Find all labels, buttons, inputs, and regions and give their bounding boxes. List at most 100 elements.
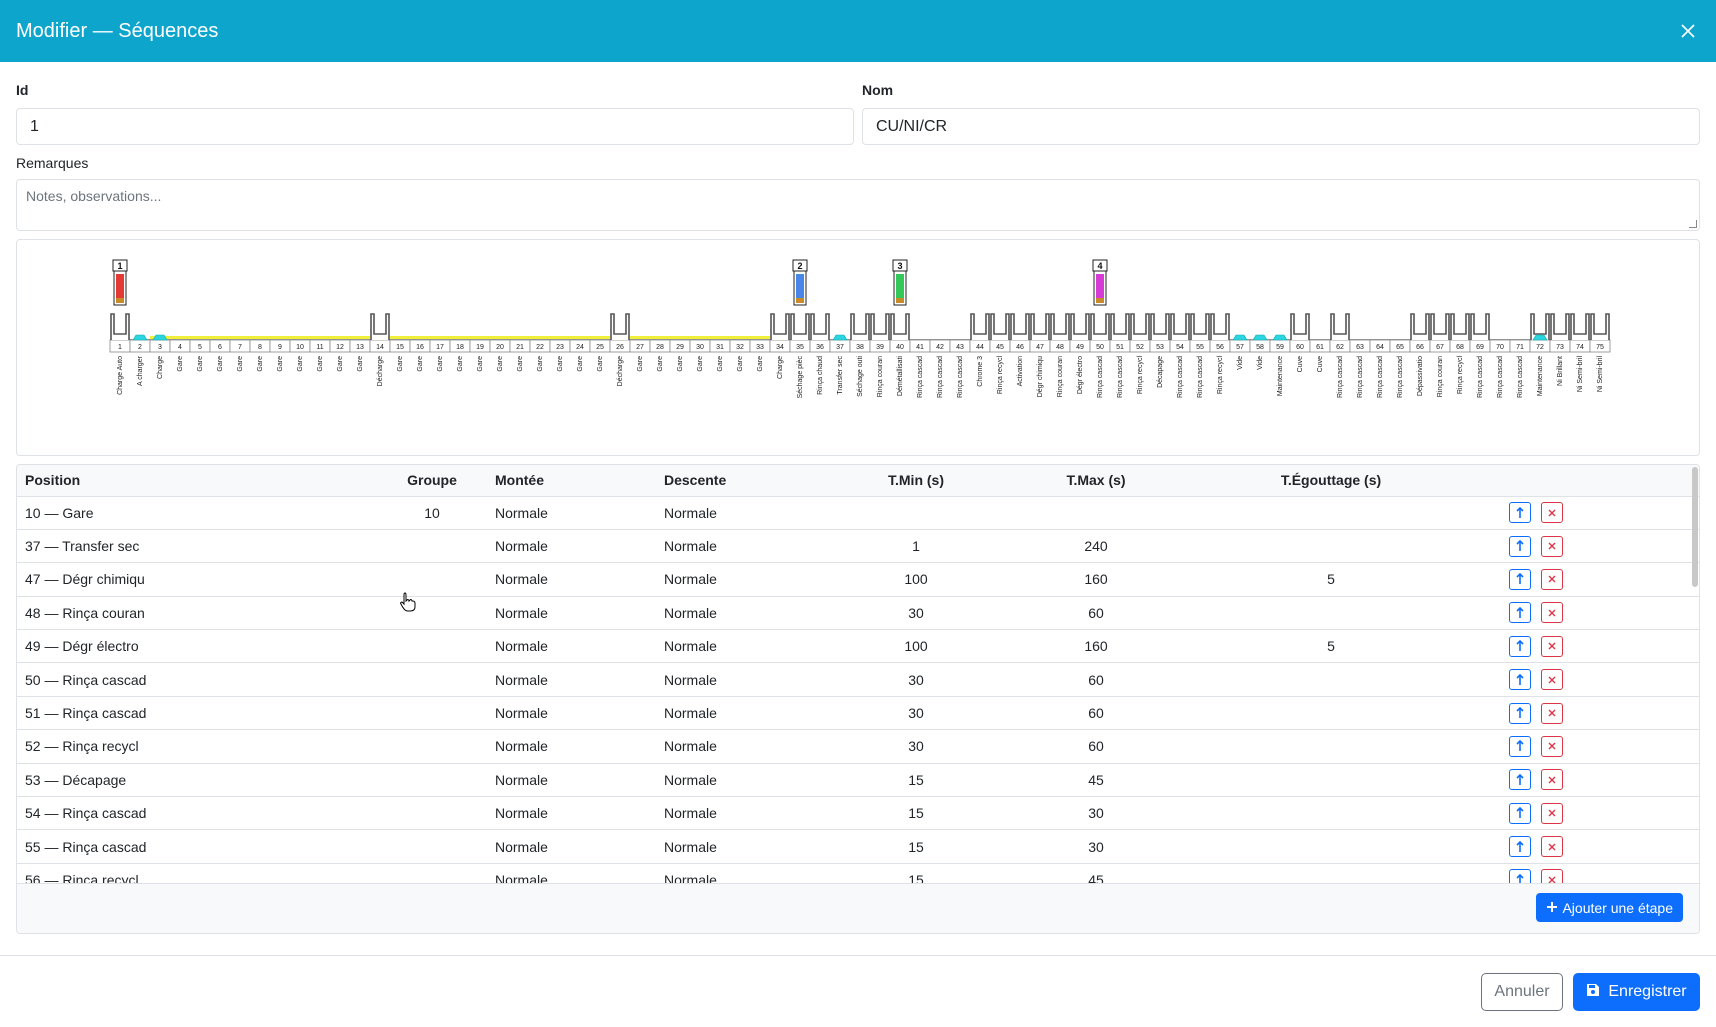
- tank: [990, 313, 1010, 340]
- arrow-up-icon[interactable]: [1509, 635, 1531, 657]
- position-label: Gare: [277, 356, 284, 372]
- cell-groupe: [377, 596, 487, 631]
- x-icon[interactable]: [1541, 635, 1563, 657]
- cell-actions: [1476, 796, 1699, 831]
- x-icon[interactable]: [1541, 836, 1563, 858]
- position-label: Rinça cascad: [1197, 356, 1204, 398]
- x-icon[interactable]: [1541, 702, 1563, 724]
- tank: [1150, 313, 1170, 340]
- position-number: 16: [416, 344, 424, 351]
- cell-tmin: 15: [826, 829, 1006, 864]
- arrow-up-icon[interactable]: [1509, 735, 1531, 757]
- arrow-up-icon[interactable]: [1509, 702, 1531, 724]
- position-label: Transfer sec: [837, 356, 844, 395]
- cell-tmax: 60: [1006, 662, 1186, 697]
- position-label: Gare: [477, 356, 484, 372]
- position-number: 7: [238, 344, 242, 351]
- tank: [610, 313, 630, 340]
- tank: [850, 313, 870, 340]
- cell-descente: Normale: [656, 496, 826, 530]
- cell-groupe: [377, 662, 487, 697]
- position-number: 54: [1176, 344, 1184, 351]
- position-number: 31: [716, 344, 724, 351]
- id-input[interactable]: 1: [16, 108, 854, 145]
- x-icon[interactable]: [1541, 735, 1563, 757]
- table-row: 54 — Rinça cascad Normale Normale 15 30: [17, 796, 1699, 831]
- col-tegout: T.Égouttage (s): [1186, 465, 1476, 497]
- x-icon[interactable]: [1541, 502, 1563, 524]
- arrow-up-icon[interactable]: [1509, 602, 1531, 624]
- position-label: Rinça couran: [1057, 356, 1064, 397]
- x-icon[interactable]: [1541, 669, 1563, 691]
- cell-tmax: 45: [1006, 763, 1186, 798]
- row-actions: [1484, 869, 1693, 885]
- table-scrollbar-thumb[interactable]: [1692, 467, 1698, 587]
- position-number: 68: [1456, 344, 1464, 351]
- position-label: Rinça cascad: [1337, 356, 1344, 398]
- remarques-textarea[interactable]: Notes, observations...: [16, 179, 1700, 231]
- cell-montee: Normale: [487, 629, 656, 664]
- position-number: 63: [1356, 344, 1364, 351]
- position-label: Gare: [537, 356, 544, 372]
- x-icon[interactable]: [1541, 769, 1563, 791]
- arrow-up-icon[interactable]: [1509, 535, 1531, 557]
- position-label: Dépassivatio: [1417, 356, 1424, 396]
- position-label: Gare: [557, 356, 564, 372]
- cell-montee: Normale: [487, 696, 656, 731]
- add-step-button[interactable]: Ajouter une étape: [1536, 893, 1683, 922]
- x-icon[interactable]: [1541, 869, 1563, 885]
- position-number: 9: [278, 344, 282, 351]
- position-number: 47: [1036, 344, 1044, 351]
- position-number: 56: [1216, 344, 1224, 351]
- arrow-up-icon[interactable]: [1509, 802, 1531, 824]
- cell-tegout: [1186, 796, 1476, 831]
- tank: [1110, 313, 1130, 340]
- x-icon[interactable]: [1541, 535, 1563, 557]
- x-icon[interactable]: [1541, 802, 1563, 824]
- position-number: 18: [456, 344, 464, 351]
- position-number: 43: [956, 344, 964, 351]
- cell-tmax: 45: [1006, 863, 1186, 885]
- col-actions: [1476, 465, 1699, 497]
- cell-montee: Normale: [487, 496, 656, 530]
- position-label: Rinça cascad: [937, 356, 944, 398]
- id-field-group: Id 1: [16, 62, 854, 145]
- cell-montee: Normale: [487, 863, 656, 885]
- arrow-up-icon[interactable]: [1509, 568, 1531, 590]
- cell-montee: Normale: [487, 763, 656, 798]
- cell-actions: [1476, 696, 1699, 731]
- cell-groupe: [377, 829, 487, 864]
- x-icon[interactable]: [1541, 568, 1563, 590]
- row-actions: [1484, 769, 1693, 791]
- table-scrollbar[interactable]: [1692, 465, 1698, 885]
- resize-grip-icon[interactable]: [1689, 220, 1697, 228]
- cell-tegout: [1186, 496, 1476, 530]
- cancel-button[interactable]: Annuler: [1481, 973, 1563, 1011]
- position-label: Charge: [157, 356, 164, 379]
- position-label: Charge: [777, 356, 784, 379]
- arrow-up-icon[interactable]: [1509, 669, 1531, 691]
- tank: [770, 313, 790, 340]
- arrow-up-icon[interactable]: [1509, 502, 1531, 524]
- carrier-load: [796, 274, 804, 298]
- cell-descente: Normale: [656, 529, 826, 564]
- arrow-up-icon[interactable]: [1509, 769, 1531, 791]
- steps-table-scroll[interactable]: Position Groupe Montée Descente T.Min (s…: [17, 465, 1699, 885]
- position-number: 35: [796, 344, 804, 351]
- nom-input[interactable]: CU/NI/CR: [862, 108, 1700, 145]
- x-icon[interactable]: [1541, 602, 1563, 624]
- tank: [890, 313, 910, 340]
- position-label: Gare: [717, 356, 724, 372]
- table-row: 48 — Rinça couran Normale Normale 30 60: [17, 596, 1699, 631]
- close-icon[interactable]: [1676, 19, 1700, 43]
- save-button[interactable]: Enregistrer: [1573, 973, 1700, 1011]
- arrow-up-icon[interactable]: [1509, 836, 1531, 858]
- cell-tmin: 100: [826, 629, 1006, 664]
- position-label: Gare: [417, 356, 424, 372]
- cell-descente: Normale: [656, 562, 826, 597]
- position-label: Gare: [757, 356, 764, 372]
- position-number: 70: [1496, 344, 1504, 351]
- cell-tegout: [1186, 763, 1476, 798]
- position-number: 15: [396, 344, 404, 351]
- row-actions: [1484, 502, 1693, 524]
